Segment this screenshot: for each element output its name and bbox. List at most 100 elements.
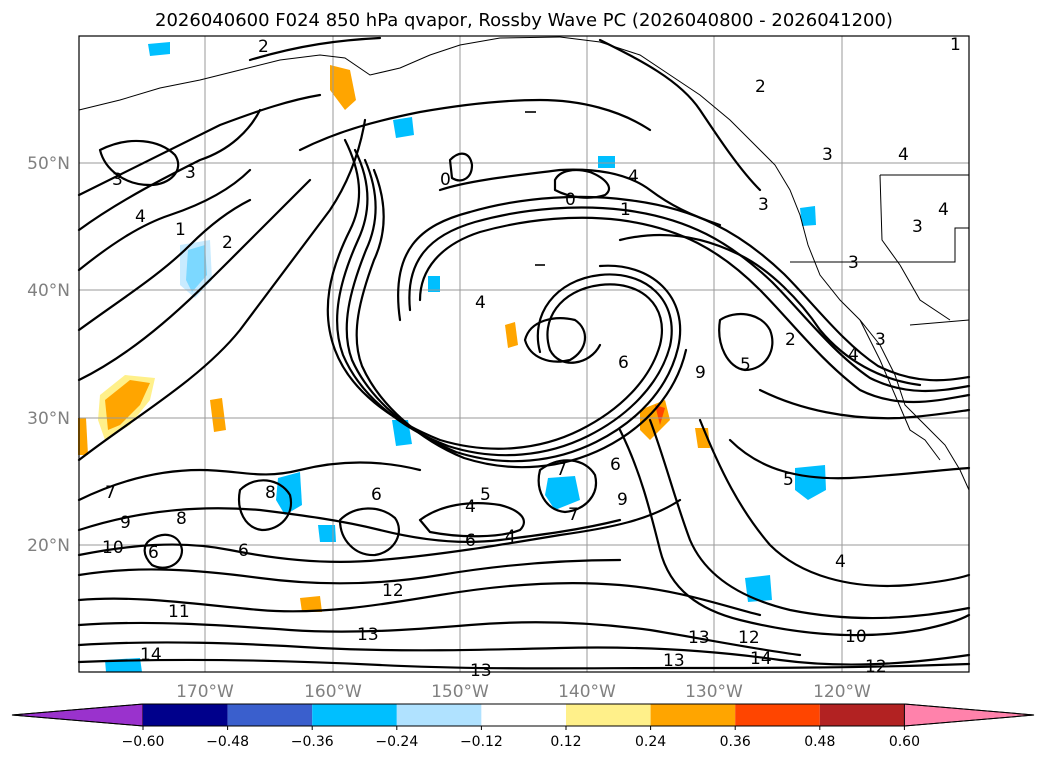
colorbar-segment (481, 704, 566, 726)
colorbar-tick-label: 0.60 (889, 734, 920, 750)
contour-line (77, 621, 802, 657)
contour-label: 2 (222, 233, 233, 253)
closed-contour (523, 317, 586, 363)
contour-label: 12 (865, 657, 887, 677)
lat-label: 50°N (27, 154, 70, 174)
contour-line (77, 108, 262, 232)
state-border (790, 227, 969, 263)
state-border (899, 264, 951, 321)
colorbar-tick-label: 0.24 (635, 734, 666, 750)
negative-anomaly (545, 476, 580, 510)
contours (77, 36, 971, 670)
contour-line (618, 428, 971, 637)
contour-line (77, 118, 367, 462)
closed-contour (338, 507, 401, 557)
contour-line (728, 438, 971, 480)
contour-line (438, 168, 722, 227)
state-border (879, 174, 901, 266)
positive-anomaly (505, 322, 518, 348)
contour-label: 4 (848, 345, 859, 365)
contour-label: 3 (185, 163, 196, 183)
closed-contour (418, 502, 525, 538)
colorbar-segment (143, 704, 228, 726)
contour-label: 8 (265, 483, 276, 503)
colorbar-segment (903, 703, 1035, 727)
contour-line (758, 388, 971, 420)
contour-label: 0 (565, 190, 576, 210)
contour-label: 4 (628, 167, 639, 187)
contour-label: 4 (465, 497, 476, 517)
negative-anomaly (180, 240, 212, 298)
contour-label: 6 (371, 485, 382, 505)
contour-label: 9 (695, 363, 706, 383)
us-mexico-border (909, 319, 970, 326)
contour-line (248, 36, 382, 62)
contour-line (408, 206, 971, 393)
contour-label: 4 (898, 145, 909, 165)
negative-anomaly (800, 206, 816, 226)
contour-line (77, 198, 252, 332)
contour-label: 6 (610, 455, 621, 475)
positive-anomaly (300, 596, 322, 612)
contour-label: 13 (470, 661, 492, 681)
contour-labels: 2 3 3 4 1 2 2 3 3 4 4 3 3 0 0 4 1 3 2 4 … (102, 35, 961, 681)
contour-label: 12 (738, 628, 760, 648)
colorbar-segment (735, 704, 820, 726)
colorbar-tick-label: −0.60 (122, 734, 165, 750)
contour-line (77, 507, 622, 544)
contour-label: 4 (505, 527, 516, 547)
contour-label: 14 (750, 649, 772, 669)
contour-label: 13 (663, 651, 685, 671)
contour-label: 11 (168, 602, 190, 622)
coastlines (78, 36, 970, 491)
colorbar-segment (650, 704, 736, 726)
contour-line (77, 178, 312, 382)
contour-label: 6 (238, 541, 249, 561)
alaska-coast (78, 36, 561, 111)
contour-label: 4 (135, 207, 146, 227)
negative-anomaly (428, 276, 440, 292)
lat-label: 20°N (27, 536, 70, 556)
contour-line (598, 38, 762, 192)
contour-line (77, 93, 322, 197)
contour-line (618, 233, 922, 387)
contour-line (77, 461, 422, 502)
contour-label: 6 (148, 543, 159, 563)
contour-label: 14 (140, 645, 162, 665)
colorbar-tick-label: −0.36 (291, 734, 334, 750)
gridlines (79, 36, 969, 672)
north-america-west-coast (559, 36, 970, 491)
contour-label: 3 (112, 170, 123, 190)
contour-label: 8 (176, 509, 187, 529)
contour-label: 7 (556, 460, 567, 480)
lat-label: 40°N (27, 281, 70, 301)
contour-label: 12 (382, 581, 404, 601)
contour-label: 2 (785, 330, 796, 350)
contour-label: 4 (938, 200, 949, 220)
contour-label: 6 (465, 531, 476, 551)
contour-label: 7 (568, 505, 579, 525)
contour-line (77, 581, 762, 617)
contour-label: 4 (475, 293, 486, 313)
figure-title: 2026040600 F024 850 hPa qvapor, Rossby W… (155, 10, 893, 31)
contour-line (77, 641, 971, 666)
rossby-spiral-contour (336, 148, 673, 457)
colorbar: −0.60 −0.48 −0.36 −0.24 −0.12 0.12 0.24 0.36 0.4… (11, 703, 1035, 750)
positive-anomaly (655, 405, 665, 425)
contour-label: 6 (618, 353, 629, 373)
contour-label: 3 (848, 253, 859, 273)
colorbar-segment (819, 704, 905, 726)
contour-label: 10 (845, 627, 867, 647)
lon-label: 160°W (304, 682, 362, 702)
contour-line (77, 168, 252, 272)
map-panel: 2 3 3 4 1 2 2 3 3 4 4 3 3 0 0 4 1 3 2 4 … (77, 35, 971, 681)
colorbar-segment (11, 703, 144, 727)
closed-contour (238, 479, 293, 532)
contour-label: 7 (105, 483, 116, 503)
baja-california (859, 319, 941, 461)
contour-label: 3 (875, 330, 886, 350)
positive-anomaly (210, 398, 226, 432)
contour-label: 9 (617, 490, 628, 510)
contour-label: 4 (835, 552, 846, 572)
